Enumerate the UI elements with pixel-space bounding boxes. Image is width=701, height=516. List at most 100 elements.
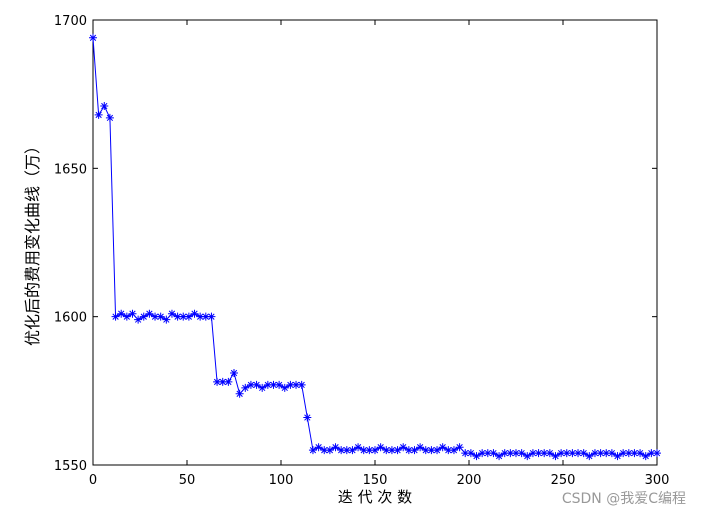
data-marker [342, 446, 351, 455]
data-marker [512, 449, 520, 458]
data-marker [162, 315, 171, 324]
data-marker [574, 449, 583, 458]
data-marker [528, 449, 537, 458]
x-tick-label: 0 [89, 473, 97, 488]
data-marker [438, 443, 447, 452]
data-marker [156, 312, 165, 321]
data-marker [557, 449, 566, 458]
data-marker [376, 443, 385, 452]
y-tick-label: 1550 [54, 459, 87, 474]
data-marker [382, 446, 391, 455]
x-tick-label: 250 [551, 473, 576, 488]
data-marker [545, 449, 554, 458]
data-marker [196, 312, 205, 321]
data-marker [230, 369, 238, 378]
data-marker [630, 449, 639, 458]
data-marker [207, 312, 216, 321]
data-marker [201, 312, 210, 321]
x-tick-label: 150 [363, 473, 388, 488]
data-marker [653, 449, 661, 458]
data-marker [184, 312, 193, 321]
y-tick-label: 1700 [54, 14, 87, 29]
data-marker [128, 309, 137, 318]
data-marker [433, 446, 442, 455]
data-marker [179, 312, 188, 321]
data-marker [286, 380, 295, 389]
data-marker [444, 446, 453, 455]
data-marker [421, 446, 430, 455]
data-marker [139, 312, 148, 321]
data-marker [596, 449, 605, 458]
data-marker [100, 102, 109, 111]
data-marker [562, 449, 571, 458]
data-marker [331, 443, 340, 452]
data-marker [455, 443, 464, 452]
data-marker [478, 449, 487, 458]
data-marker [613, 452, 622, 461]
data-marker [117, 309, 126, 318]
data-marker [235, 389, 244, 398]
x-tick-label: 100 [269, 473, 294, 488]
data-marker [416, 443, 425, 452]
data-marker [303, 413, 312, 422]
data-marker [252, 380, 261, 389]
data-marker [325, 446, 334, 455]
data-marker [89, 33, 97, 42]
data-marker [213, 377, 222, 386]
data-marker [540, 449, 549, 458]
watermark: CSDN @我爱C编程 [562, 491, 686, 507]
data-marker [489, 449, 498, 458]
data-marker [269, 380, 278, 389]
data-marker [348, 446, 357, 455]
data-marker [94, 110, 103, 119]
data-marker [624, 449, 633, 458]
data-marker [224, 377, 233, 386]
plot-frame [92, 19, 658, 466]
data-marker [517, 449, 526, 458]
data-marker [190, 309, 199, 318]
data-marker [466, 449, 475, 458]
y-axis-label: 优化后的费用变化曲线（万） [23, 138, 42, 346]
data-marker [365, 446, 374, 455]
data-marker [647, 449, 656, 458]
data-marker [534, 449, 543, 458]
data-marker [427, 446, 436, 455]
data-marker [399, 443, 408, 452]
data-marker [275, 380, 284, 389]
data-marker [258, 383, 267, 392]
data-marker [241, 383, 250, 392]
data-marker [449, 446, 458, 455]
data-marker [410, 446, 419, 455]
data-marker [461, 449, 470, 458]
data-marker [314, 443, 323, 452]
data-marker [393, 446, 402, 455]
data-marker [636, 449, 645, 458]
x-tick-label: 50 [179, 473, 196, 488]
data-marker [495, 452, 504, 461]
data-marker [354, 443, 363, 452]
y-tick-label: 1600 [54, 311, 87, 326]
data-marker [500, 449, 509, 458]
data-marker [551, 452, 560, 461]
data-marker [568, 449, 577, 458]
data-marker [337, 446, 346, 455]
data-marker [641, 452, 650, 461]
data-marker [308, 446, 317, 455]
data-marker [111, 312, 120, 321]
data-marker [607, 449, 616, 458]
data-marker [134, 315, 143, 324]
data-marker [523, 452, 532, 461]
data-marker [619, 449, 628, 458]
data-marker [590, 449, 599, 458]
data-marker [167, 309, 176, 318]
data-marker [122, 312, 131, 321]
x-tick-label: 200 [457, 473, 482, 488]
data-marker [297, 380, 306, 389]
data-marker [371, 446, 379, 455]
y-tick-label: 1650 [54, 162, 87, 177]
data-marker [218, 377, 227, 386]
x-tick-label: 300 [645, 473, 670, 488]
data-marker [173, 312, 182, 321]
data-marker [145, 309, 154, 318]
